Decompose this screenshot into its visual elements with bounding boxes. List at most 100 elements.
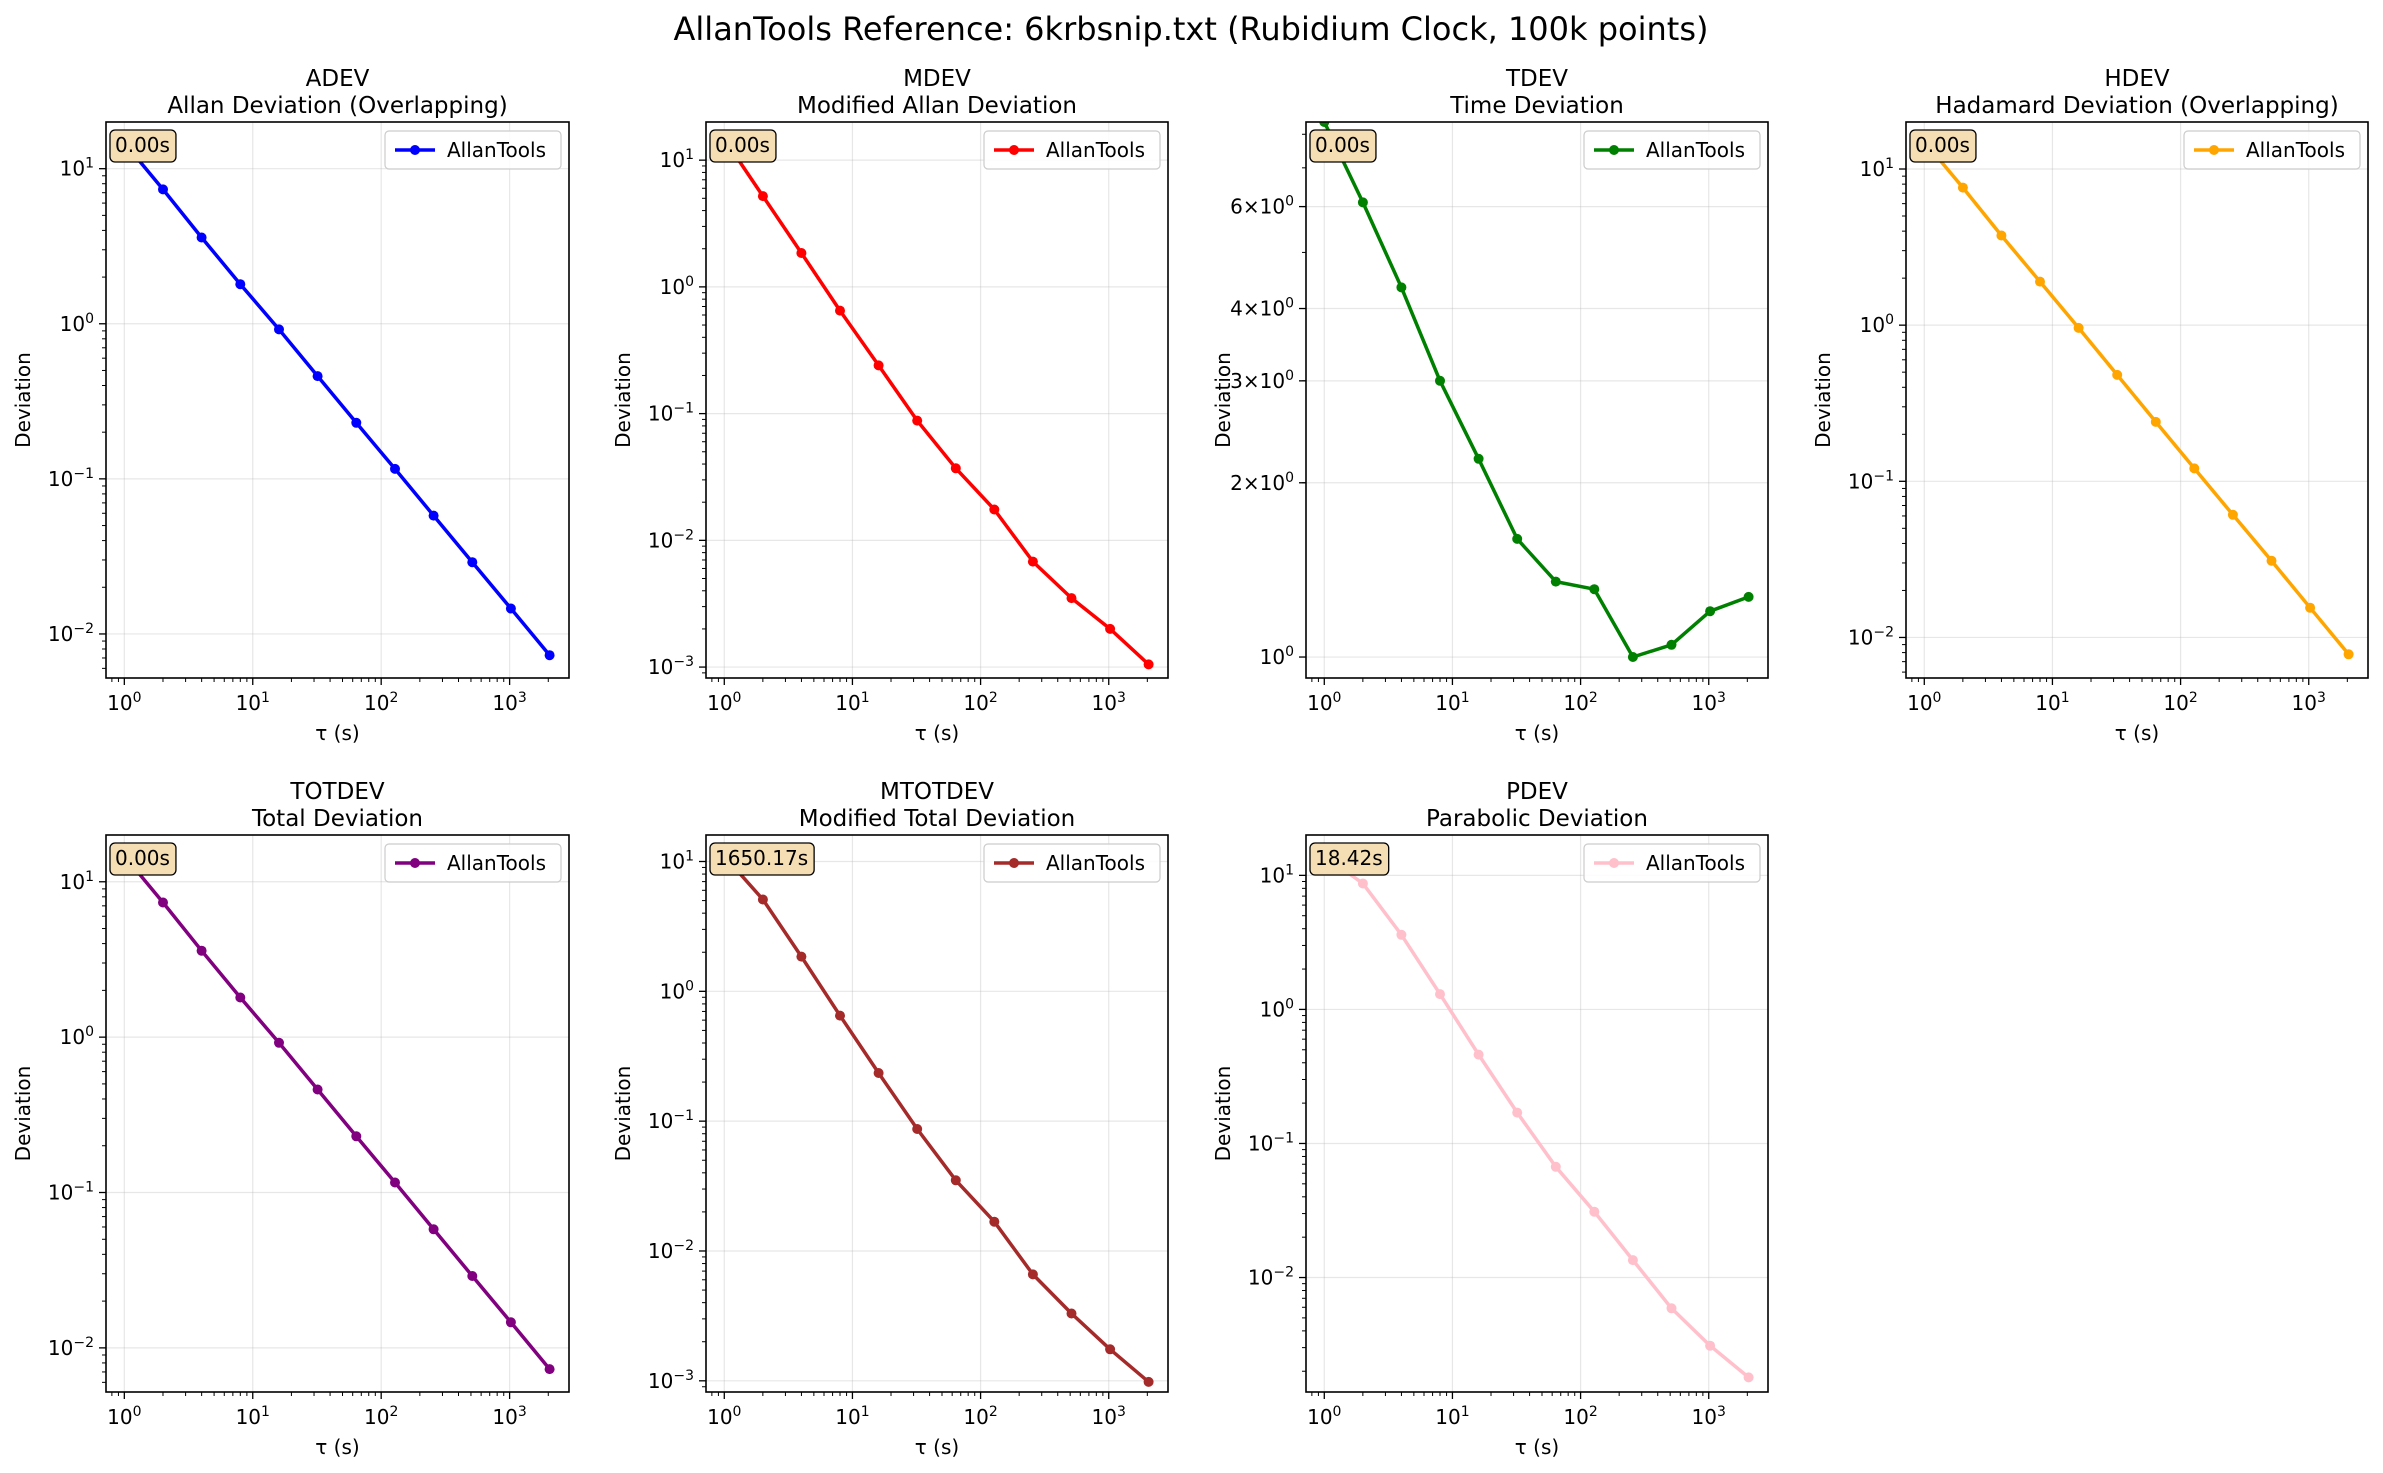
y-tick-label: 101 (1860, 156, 1894, 181)
data-point (835, 305, 845, 316)
legend-marker (1609, 145, 1619, 155)
data-point (1550, 1161, 1561, 1172)
x-tick-label: 101 (1435, 1404, 1469, 1429)
axes-frame (105, 121, 570, 679)
y-tick-label: 10−3 (648, 1368, 694, 1393)
data-point (1105, 1344, 1116, 1355)
legend-label: AllanTools (447, 851, 546, 875)
data-point (1666, 639, 1677, 650)
series-line (1922, 140, 2350, 656)
data-point (1357, 878, 1368, 889)
data-point (2227, 509, 2238, 520)
data-point (1473, 453, 1484, 464)
y-tick-label: 4×100 (1230, 296, 1294, 321)
y-tick-label: 100 (660, 274, 694, 299)
legend: AllanTools (983, 130, 1161, 170)
y-tick-label: 101 (660, 849, 694, 874)
x-axis-label: τ (s) (1515, 721, 1559, 745)
y-tick-label: 100 (1860, 312, 1894, 337)
data-point (1435, 375, 1445, 386)
x-tick-label: 103 (1692, 1404, 1726, 1429)
series-allantools (1319, 850, 1754, 1383)
data-point (835, 1010, 845, 1021)
x-tick-label: 100 (107, 690, 141, 715)
x-tick-label: 100 (707, 1404, 741, 1429)
data-point (912, 415, 923, 426)
panel-tdev: 100 101 102 103 6×100 4×100 3×100 2×100 100 TDEVT… (1211, 66, 1769, 745)
data-point (196, 945, 207, 956)
data-point (1435, 989, 1445, 1000)
time-badge-text: 0.00s (1915, 133, 1970, 157)
data-point (158, 897, 168, 908)
data-point (2150, 416, 2161, 427)
time-badge: 0.00s (1909, 129, 1977, 163)
data-point (312, 1084, 323, 1095)
y-axis-label: Deviation (11, 1066, 35, 1162)
panel-pdev: 100 101 102 103 101 100 10−1 10−2 PDEVParabolic … (1211, 779, 1769, 1459)
x-axis-label: τ (s) (315, 721, 359, 745)
panel-subtitle: Allan Deviation (Overlapping) (167, 93, 507, 119)
data-point (1066, 593, 1077, 604)
data-point (505, 603, 516, 614)
data-point (2343, 649, 2354, 660)
legend-box (2183, 130, 2361, 170)
y-tick-label: 10−2 (48, 1335, 94, 1360)
data-point (796, 951, 807, 962)
legend: AllanTools (2183, 130, 2361, 170)
x-axis-label: τ (s) (915, 721, 959, 745)
data-point (428, 510, 439, 521)
y-tick-label: 10−2 (1248, 1265, 1294, 1290)
series-line (122, 141, 551, 657)
y-tick-label: 10−1 (1848, 468, 1894, 493)
series-allantools (1919, 136, 2354, 660)
data-point (428, 1224, 439, 1235)
y-tick-label: 3×100 (1230, 368, 1294, 393)
x-tick-label: 102 (364, 690, 398, 715)
x-axis-label: τ (s) (915, 1435, 959, 1459)
x-tick-label: 100 (707, 690, 741, 715)
series-line (1323, 854, 1750, 1379)
x-tick-label: 100 (1907, 690, 1941, 715)
x-tick-label: 102 (1563, 690, 1597, 715)
legend-label: AllanTools (447, 138, 546, 162)
y-axis-label: Deviation (11, 352, 35, 448)
legend-label: AllanTools (1046, 138, 1145, 162)
data-point (1957, 182, 1968, 193)
x-tick-label: 102 (364, 1404, 398, 1429)
y-axis-label: Deviation (611, 352, 635, 448)
legend-marker (1009, 145, 1019, 155)
panel-subtitle: Modified Total Deviation (799, 806, 1076, 832)
legend-marker (1609, 858, 1619, 868)
y-tick-label: 100 (60, 1024, 94, 1049)
panel-subtitle: Time Deviation (1449, 93, 1624, 119)
time-badge: 1650.17s (709, 842, 815, 876)
legend: AllanTools (1583, 130, 1761, 170)
x-tick-label: 102 (963, 690, 997, 715)
axes-frame (1305, 121, 1769, 679)
legend: AllanTools (384, 130, 562, 170)
data-point (2305, 602, 2316, 613)
time-badge-box (1909, 129, 1977, 163)
y-tick-label: 10−1 (1248, 1130, 1294, 1155)
y-tick-label: 10−2 (1848, 624, 1894, 649)
data-point (467, 1271, 478, 1281)
panel-title: MTOTDEV (880, 779, 994, 805)
time-badge-box (1309, 129, 1377, 163)
x-tick-label: 101 (1435, 690, 1469, 715)
x-tick-label: 101 (236, 1404, 270, 1429)
legend-marker (1009, 858, 1019, 868)
time-badge-text: 0.00s (115, 133, 170, 157)
axes-frame (705, 834, 1169, 1393)
data-point (1143, 659, 1154, 670)
data-point (1743, 591, 1754, 602)
panel-subtitle: Total Deviation (251, 806, 423, 832)
legend-box (384, 130, 562, 170)
data-point (873, 360, 884, 371)
axes-frame (105, 834, 570, 1393)
x-tick-label: 103 (492, 1404, 526, 1429)
time-badge: 18.42s (1309, 842, 1390, 876)
y-axis-label: Deviation (1211, 1066, 1235, 1162)
y-tick-label: 10−3 (648, 654, 694, 679)
